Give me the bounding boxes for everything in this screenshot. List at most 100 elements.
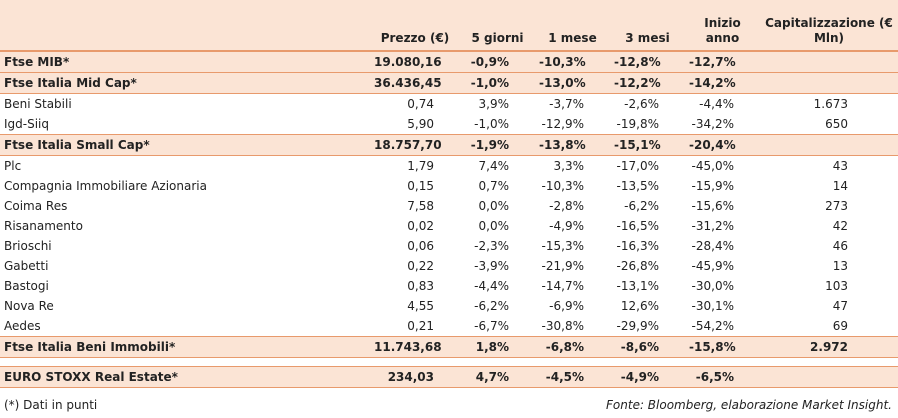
cell: 36.436,45 <box>374 76 442 90</box>
cell: 0,21 <box>407 319 434 333</box>
cell: -1,0% <box>474 117 509 131</box>
cell <box>760 73 898 94</box>
cell: -29,9% <box>616 319 659 333</box>
cell: -13,8% <box>539 138 586 152</box>
header-cell: Prezzo (€) <box>380 31 450 45</box>
cell: -12,7% <box>689 55 736 69</box>
cell: -12,9% <box>541 117 584 131</box>
cell: -14,2% <box>689 76 736 90</box>
table-row: Ftse Italia Small Cap* 18.757,70 -1,9% -13,… <box>0 134 898 156</box>
footnote: (*) Dati in punti <box>4 398 98 412</box>
row-label: Compagnia Immobiliare Azionaria <box>4 179 207 193</box>
row-label: Bastogi <box>4 279 49 293</box>
cell: -14,7% <box>541 279 584 293</box>
cell: -45,0% <box>691 159 734 173</box>
cell: -6,9% <box>549 299 584 313</box>
cell: 42 <box>832 219 848 233</box>
cell: -13,0% <box>539 76 586 90</box>
cell: -15,1% <box>614 138 661 152</box>
cell: -3,7% <box>549 97 584 111</box>
cell: 0,83 <box>407 279 434 293</box>
row-label: EURO STOXX Real Estate* <box>4 370 178 384</box>
cell: 4,7% <box>475 370 509 384</box>
cell: 0,7% <box>478 179 510 193</box>
cell: -10,3% <box>541 179 584 193</box>
spacer-cell <box>0 357 898 367</box>
cell: 1.673 <box>813 97 848 111</box>
cell: 3,9% <box>478 97 510 111</box>
header-row: Prezzo (€) 5 giorni 1 mese 3 mesi Inizio ann… <box>0 0 898 51</box>
cell: -6,5% <box>695 370 734 384</box>
spacer <box>0 357 898 367</box>
row-label: Nova Re <box>4 299 54 313</box>
cell: 234,03 <box>387 370 434 384</box>
cell: 12,6% <box>620 299 659 313</box>
cell: 14 <box>832 179 848 193</box>
source: Fonte: Bloomberg, elaborazione Market In… <box>606 398 892 412</box>
table-row: Gabetti 0,22 -3,9% -21,9% -26,8% -45,9% 13 <box>0 256 898 276</box>
cell: 650 <box>825 117 848 131</box>
cell: 4,55 <box>407 299 434 313</box>
row-label: Plc <box>4 159 22 173</box>
row-label: Ftse Italia Mid Cap* <box>4 76 137 90</box>
cell: -15,3% <box>541 239 584 253</box>
table-body: Ftse MIB* 19.080,16 -0,9% -10,3% -12,8% -12,7… <box>0 51 898 388</box>
table-row: EURO STOXX Real Estate* 234,03 4,7% -4,5% -4… <box>0 366 898 388</box>
table-row: Ftse MIB* 19.080,16 -0,9% -10,3% -12,8% -12,7… <box>0 51 898 73</box>
cell: -13,1% <box>616 279 659 293</box>
cell: -1,0% <box>470 76 509 90</box>
cell: -16,3% <box>616 239 659 253</box>
cell: -0,9% <box>470 55 509 69</box>
cell: 5,90 <box>407 117 434 131</box>
cell: -12,8% <box>614 55 661 69</box>
table-row: Ftse Italia Beni Immobili* 11.743,68 1,8% -… <box>0 336 898 358</box>
cell: 69 <box>832 319 848 333</box>
cell <box>760 367 898 388</box>
table-row: Nova Re 4,55 -6,2% -6,9% 12,6% -30,1% 47 <box>0 296 898 316</box>
cell: 273 <box>825 199 848 213</box>
cell: -6,7% <box>474 319 509 333</box>
cell: -3,9% <box>474 259 509 273</box>
cell: -15,9% <box>691 179 734 193</box>
row-label: Ftse Italia Small Cap* <box>4 138 150 152</box>
row-label: Risanamento <box>4 219 83 233</box>
row-label: Ftse Italia Beni Immobili* <box>4 340 176 354</box>
cell: -12,2% <box>614 76 661 90</box>
cell: -34,2% <box>691 117 734 131</box>
header-cell: Inizio anno <box>704 16 741 45</box>
cell: -15,8% <box>689 340 736 354</box>
cell: 11.743,68 <box>374 340 442 354</box>
row-label: Brioschi <box>4 239 52 253</box>
cell: -4,4% <box>474 279 509 293</box>
row-label: Aedes <box>4 319 41 333</box>
cell: 0,06 <box>407 239 434 253</box>
cell: -20,4% <box>689 138 736 152</box>
cell: -4,4% <box>699 97 734 111</box>
cell: 2.972 <box>810 340 848 354</box>
cell: -21,9% <box>541 259 584 273</box>
cell: -17,0% <box>616 159 659 173</box>
row-label: Ftse MIB* <box>4 55 70 69</box>
cell: -16,5% <box>616 219 659 233</box>
cell: -2,3% <box>474 239 509 253</box>
cell: 0,74 <box>407 97 434 111</box>
table-row: Brioschi 0,06 -2,3% -15,3% -16,3% -28,4% 46 <box>0 236 898 256</box>
row-label: Coima Res <box>4 199 68 213</box>
row-label: Beni Stabili <box>4 97 72 111</box>
table-row: Plc 1,79 7,4% 3,3% -17,0% -45,0% 43 <box>0 156 898 177</box>
data-table: Prezzo (€) 5 giorni 1 mese 3 mesi Inizio ann… <box>0 0 898 388</box>
cell: -15,6% <box>691 199 734 213</box>
cell: -54,2% <box>691 319 734 333</box>
cell: 103 <box>825 279 848 293</box>
table-row: Igd-Siiq 5,90 -1,0% -12,9% -19,8% -34,2% 650 <box>0 114 898 135</box>
header-cell: 5 giorni <box>471 31 524 45</box>
cell: -2,6% <box>624 97 659 111</box>
cell: -19,8% <box>616 117 659 131</box>
cell: 0,15 <box>407 179 434 193</box>
cell: 1,8% <box>475 340 509 354</box>
cell: 7,4% <box>478 159 510 173</box>
cell: -30,8% <box>541 319 584 333</box>
row-label: Igd-Siiq <box>4 117 50 131</box>
table-row: Bastogi 0,83 -4,4% -14,7% -13,1% -30,0% 103 <box>0 276 898 296</box>
